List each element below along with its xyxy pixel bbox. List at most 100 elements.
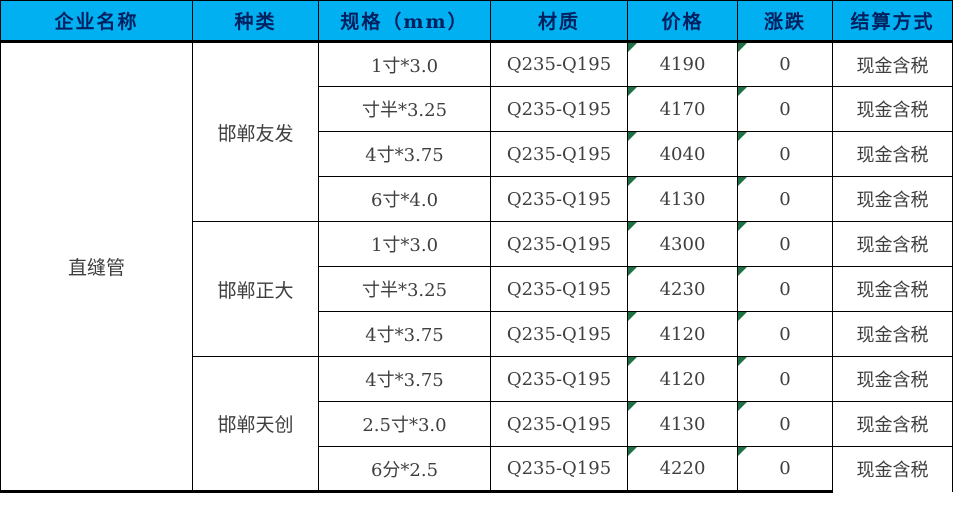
price-cell[interactable]: 4190 bbox=[627, 41, 738, 87]
material-cell[interactable]: Q235-Q195 bbox=[490, 86, 628, 132]
spec-cell-label: 1寸*3.0 bbox=[370, 235, 439, 256]
change-cell[interactable]: 0 bbox=[737, 266, 833, 312]
spec-cell-label: 1寸*3.0 bbox=[370, 55, 439, 77]
change-cell[interactable]: 0 bbox=[737, 221, 833, 267]
error-flag-icon bbox=[628, 447, 637, 456]
spec-cell[interactable]: 4寸*3.75 bbox=[318, 131, 491, 177]
spec-cell[interactable]: 4寸*3.75 bbox=[318, 356, 491, 402]
settlement-cell[interactable]: 现金含税 bbox=[832, 41, 953, 87]
change-cell[interactable]: 0 bbox=[737, 176, 833, 222]
price-cell[interactable]: 4040 bbox=[627, 131, 738, 177]
price-cell[interactable]: 4170 bbox=[627, 86, 738, 132]
error-flag-icon bbox=[738, 177, 747, 186]
settlement-cell-label: 现金含税 bbox=[856, 325, 929, 346]
price-cell[interactable]: 4220 bbox=[627, 446, 738, 493]
settlement-cell[interactable]: 现金含税 bbox=[832, 266, 953, 312]
price-cell-label: 4230 bbox=[659, 278, 706, 300]
header-cell-price[interactable]: 价格 bbox=[627, 0, 738, 43]
price-cell[interactable]: 4130 bbox=[627, 176, 738, 222]
spec-cell[interactable]: 4寸*3.75 bbox=[318, 311, 491, 357]
material-cell[interactable]: Q235-Q195 bbox=[490, 446, 628, 493]
change-cell[interactable]: 0 bbox=[737, 446, 833, 493]
spec-cell[interactable]: 6寸*4.0 bbox=[318, 176, 491, 222]
price-table: 企业名称 种类 规格（mm） 材质 价格 涨跌 结算方式 直缝管 邯郸友发 1寸*3… bbox=[0, 0, 953, 493]
price-cell[interactable]: 4300 bbox=[627, 221, 738, 267]
material-cell[interactable]: Q235-Q195 bbox=[490, 131, 628, 177]
spec-cell[interactable]: 寸半*3.25 bbox=[318, 266, 491, 312]
material-cell[interactable]: Q235-Q195 bbox=[490, 41, 628, 87]
change-cell[interactable]: 0 bbox=[737, 86, 833, 132]
spec-cell[interactable]: 6分*2.5 bbox=[318, 446, 491, 493]
change-cell-label: 0 bbox=[779, 233, 791, 255]
material-cell[interactable]: Q235-Q195 bbox=[490, 401, 628, 447]
material-cell[interactable]: Q235-Q195 bbox=[490, 266, 628, 312]
change-cell-label: 0 bbox=[779, 188, 791, 210]
settlement-cell-label: 现金含税 bbox=[856, 190, 929, 211]
settlement-cell[interactable]: 现金含税 bbox=[832, 356, 953, 402]
material-cell-label: Q235-Q195 bbox=[506, 54, 612, 75]
spec-cell[interactable]: 寸半*3.25 bbox=[318, 86, 491, 132]
error-flag-icon bbox=[628, 312, 637, 321]
spec-cell-label: 6寸*4.0 bbox=[370, 190, 439, 211]
price-cell-label: 4040 bbox=[659, 143, 706, 165]
vendor-cell[interactable]: 邯郸正大 bbox=[192, 221, 319, 357]
spec-cell[interactable]: 1寸*3.0 bbox=[318, 221, 491, 267]
settlement-cell-label: 现金含税 bbox=[856, 55, 929, 77]
vendor-cell[interactable]: 邯郸友发 bbox=[192, 41, 319, 222]
price-cell[interactable]: 4120 bbox=[627, 356, 738, 402]
change-cell-label: 0 bbox=[779, 323, 791, 345]
spec-cell[interactable]: 2.5寸*3.0 bbox=[318, 401, 491, 447]
header-cell-spec[interactable]: 规格（mm） bbox=[318, 0, 491, 43]
change-cell[interactable]: 0 bbox=[737, 401, 833, 447]
change-cell-label: 0 bbox=[779, 54, 791, 75]
table-row: 直缝管 邯郸友发 1寸*3.0 Q235-Q195 4190 0 现金含税 bbox=[0, 41, 953, 493]
header-row: 企业名称 种类 规格（mm） 材质 价格 涨跌 结算方式 bbox=[0, 0, 953, 43]
error-flag-icon bbox=[628, 402, 637, 411]
settlement-cell[interactable]: 现金含税 bbox=[832, 131, 953, 177]
header-cell-settlement[interactable]: 结算方式 bbox=[832, 0, 953, 43]
spec-cell[interactable]: 1寸*3.0 bbox=[318, 41, 491, 87]
material-cell[interactable]: Q235-Q195 bbox=[490, 311, 628, 357]
vendor-cell-label: 邯郸正大 bbox=[217, 279, 294, 302]
header-cell-company-name[interactable]: 企业名称 bbox=[0, 0, 193, 43]
header-cell-change[interactable]: 涨跌 bbox=[737, 0, 833, 43]
material-cell-label: Q235-Q195 bbox=[506, 323, 612, 345]
material-cell[interactable]: Q235-Q195 bbox=[490, 221, 628, 267]
error-flag-icon bbox=[628, 132, 637, 141]
change-cell-label: 0 bbox=[779, 413, 791, 435]
price-cell[interactable]: 4130 bbox=[627, 401, 738, 447]
settlement-cell[interactable]: 现金含税 bbox=[832, 401, 953, 447]
vendor-cell[interactable]: 邯郸天创 bbox=[192, 356, 319, 493]
error-flag-icon bbox=[738, 87, 747, 96]
change-cell[interactable]: 0 bbox=[737, 41, 833, 87]
material-cell[interactable]: Q235-Q195 bbox=[490, 356, 628, 402]
price-cell-label: 4120 bbox=[659, 368, 706, 390]
spec-cell-label: 4寸*3.75 bbox=[365, 145, 444, 166]
change-cell[interactable]: 0 bbox=[737, 356, 833, 402]
change-cell[interactable]: 0 bbox=[737, 131, 833, 177]
material-cell[interactable]: Q235-Q195 bbox=[490, 176, 628, 222]
settlement-cell-label: 现金含税 bbox=[856, 415, 929, 436]
error-flag-icon bbox=[628, 222, 637, 231]
material-cell-label: Q235-Q195 bbox=[506, 188, 612, 210]
price-cell-label: 4120 bbox=[659, 323, 706, 345]
settlement-cell-label: 现金含税 bbox=[856, 280, 929, 301]
vendor-cell-label: 邯郸友发 bbox=[217, 122, 294, 145]
header-cell-material[interactable]: 材质 bbox=[490, 0, 628, 43]
settlement-cell[interactable]: 现金含税 bbox=[832, 221, 953, 267]
header-cell-type[interactable]: 种类 bbox=[192, 0, 319, 43]
price-cell[interactable]: 4230 bbox=[627, 266, 738, 312]
product-cell[interactable]: 直缝管 bbox=[0, 41, 193, 493]
price-cell[interactable]: 4120 bbox=[627, 311, 738, 357]
settlement-cell[interactable]: 现金含税 bbox=[832, 311, 953, 357]
error-flag-icon bbox=[738, 312, 747, 321]
table-row: 邯郸正大 1寸*3.0 Q235-Q195 4300 0 现金含税 bbox=[1, 221, 953, 357]
change-cell[interactable]: 0 bbox=[737, 311, 833, 357]
table-row: 6分*2.5 Q235-Q195 4220 0 现金含税 bbox=[1, 446, 953, 493]
error-flag-icon bbox=[738, 222, 747, 231]
settlement-cell[interactable]: 现金含税 bbox=[832, 86, 953, 132]
settlement-cell[interactable]: 现金含税 bbox=[832, 446, 953, 492]
settlement-cell[interactable]: 现金含税 bbox=[832, 176, 953, 222]
price-cell-label: 4170 bbox=[659, 98, 706, 120]
vendor-cell-label: 邯郸天创 bbox=[217, 414, 294, 436]
